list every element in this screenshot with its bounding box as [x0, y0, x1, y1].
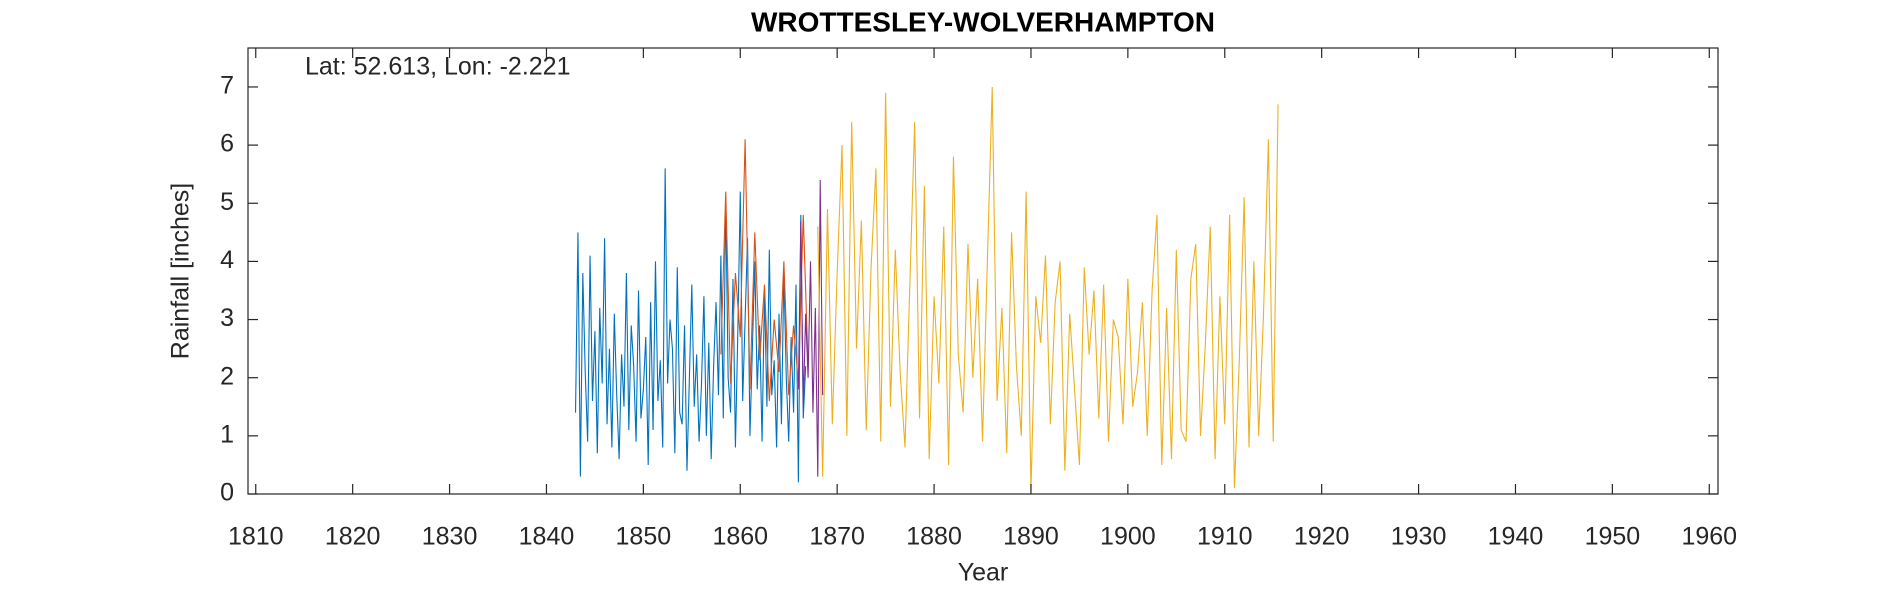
y-tick-label: 6 [220, 130, 234, 158]
x-tick-label: 1880 [906, 523, 962, 551]
x-tick-label: 1820 [325, 523, 381, 551]
x-tick-label: 1920 [1294, 523, 1350, 551]
x-tick-label: 1950 [1585, 523, 1641, 551]
x-tick-label: 1860 [712, 523, 768, 551]
plot-area [574, 86, 1279, 492]
y-tick-label: 7 [220, 72, 234, 100]
x-tick-label: 1900 [1100, 523, 1156, 551]
y-tick-label: 0 [220, 479, 234, 507]
x-tick-label: 1940 [1488, 523, 1544, 551]
series-line [574, 168, 807, 483]
x-tick-label: 1870 [809, 523, 865, 551]
x-tick-label: 1850 [616, 523, 672, 551]
x-tick-label: 1810 [228, 523, 284, 551]
x-tick-label: 1840 [519, 523, 575, 551]
x-tick-label: 1890 [1003, 523, 1059, 551]
y-tick-label: 5 [220, 188, 234, 216]
axes-box [247, 47, 1719, 495]
x-tick-label: 1960 [1681, 523, 1737, 551]
chart-title: WROTTESLEY-WOLVERHAMPTON [751, 6, 1215, 37]
y-tick-label: 1 [220, 420, 234, 448]
x-axis-label: Year [958, 559, 1009, 587]
series-line [720, 139, 809, 401]
series-line [797, 179, 824, 477]
annotation: Lat: 52.613, Lon: -2.221 [305, 53, 571, 81]
x-tick-label: 1930 [1391, 523, 1447, 551]
x-tick-label: 1910 [1197, 523, 1253, 551]
y-tick-label: 2 [220, 362, 234, 390]
series-line [817, 86, 1279, 492]
x-tick-label: 1830 [422, 523, 478, 551]
y-tick-label: 3 [220, 304, 234, 332]
y-tick-label: 4 [220, 246, 234, 274]
y-axis-label: Rainfall [inches] [167, 183, 195, 359]
